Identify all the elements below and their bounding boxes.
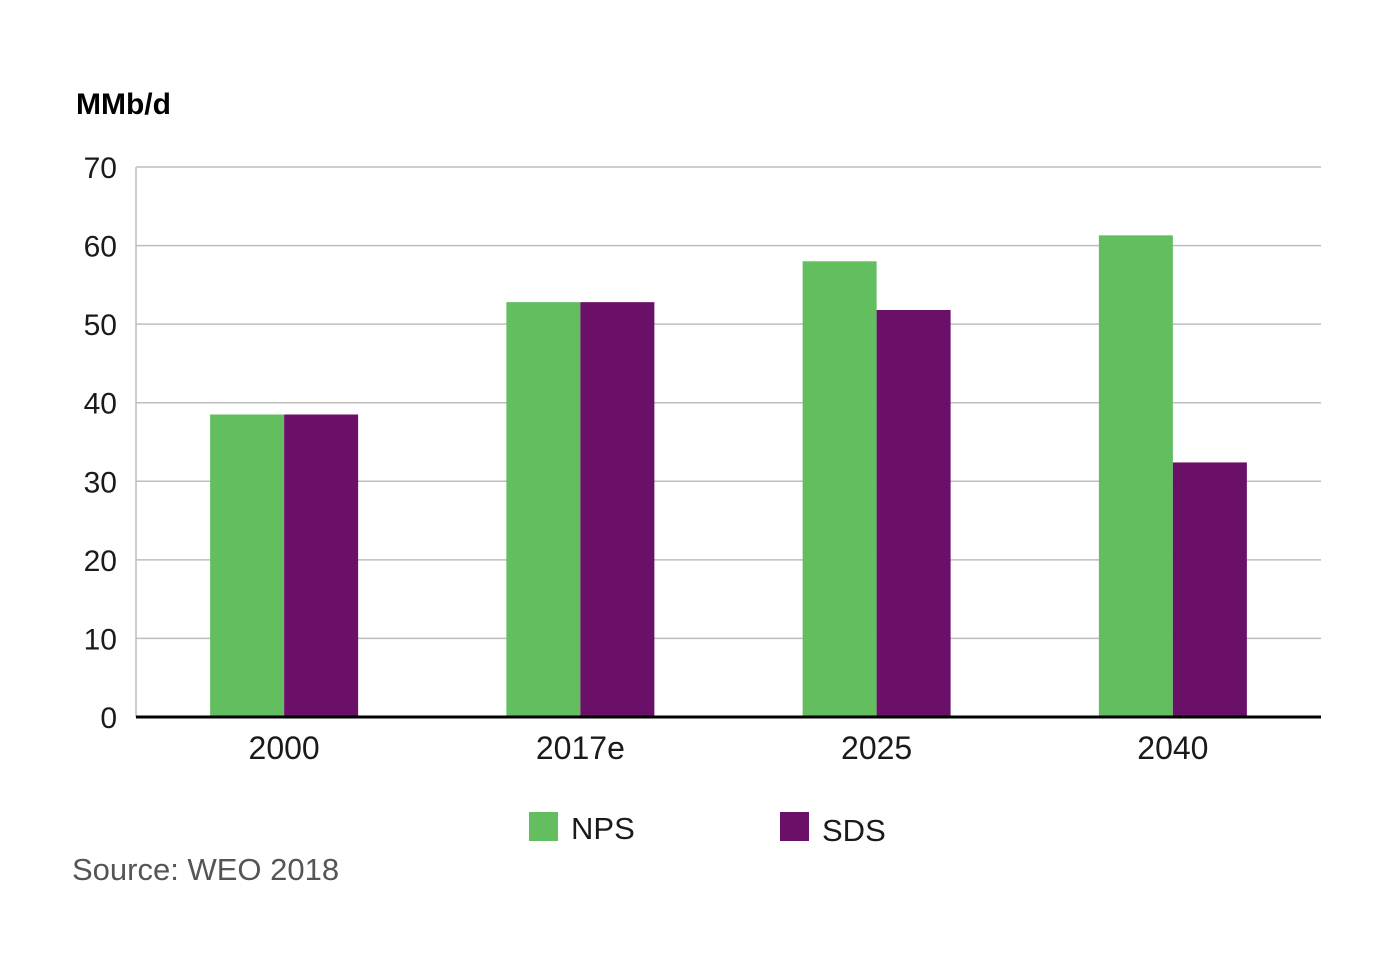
- y-tick-label: 30: [84, 466, 117, 499]
- y-tick-label: 60: [84, 231, 117, 264]
- bar-sds-2025: [876, 310, 951, 717]
- legend-swatch-nps: [529, 812, 558, 841]
- x-category-label: 2017e: [536, 730, 625, 766]
- legend-label-sds: SDS: [822, 813, 886, 848]
- legend: NPS SDS: [529, 811, 886, 848]
- x-category-label: 2000: [249, 730, 320, 766]
- y-axis-ticks: 0 10 20 30 40 50 60 70: [84, 152, 117, 735]
- bar-sds-2000: [284, 414, 359, 717]
- bar-nps-2017e: [506, 302, 581, 717]
- bar-nps-2040: [1098, 235, 1173, 717]
- y-axis-unit-label: MMb/d: [76, 88, 171, 121]
- y-tick-label: 20: [84, 545, 117, 578]
- x-category-label: 2025: [841, 730, 912, 766]
- bar-sds-2017e: [580, 302, 655, 717]
- legend-swatch-sds: [780, 812, 809, 841]
- legend-label-nps: NPS: [571, 811, 635, 846]
- y-tick-label: 10: [84, 623, 117, 656]
- x-axis-categories: 2000 2017e 2025 2040: [249, 730, 1209, 766]
- y-tick-label: 50: [84, 309, 117, 342]
- x-category-label: 2040: [1137, 730, 1208, 766]
- bar-nps-2000: [210, 414, 285, 717]
- bars: [210, 235, 1247, 717]
- y-tick-label: 70: [84, 152, 117, 185]
- y-tick-label: 40: [84, 388, 117, 421]
- y-tick-label: 0: [100, 702, 117, 735]
- bar-sds-2040: [1172, 462, 1247, 717]
- bar-nps-2025: [802, 261, 877, 717]
- source-note: Source: WEO 2018: [72, 852, 339, 887]
